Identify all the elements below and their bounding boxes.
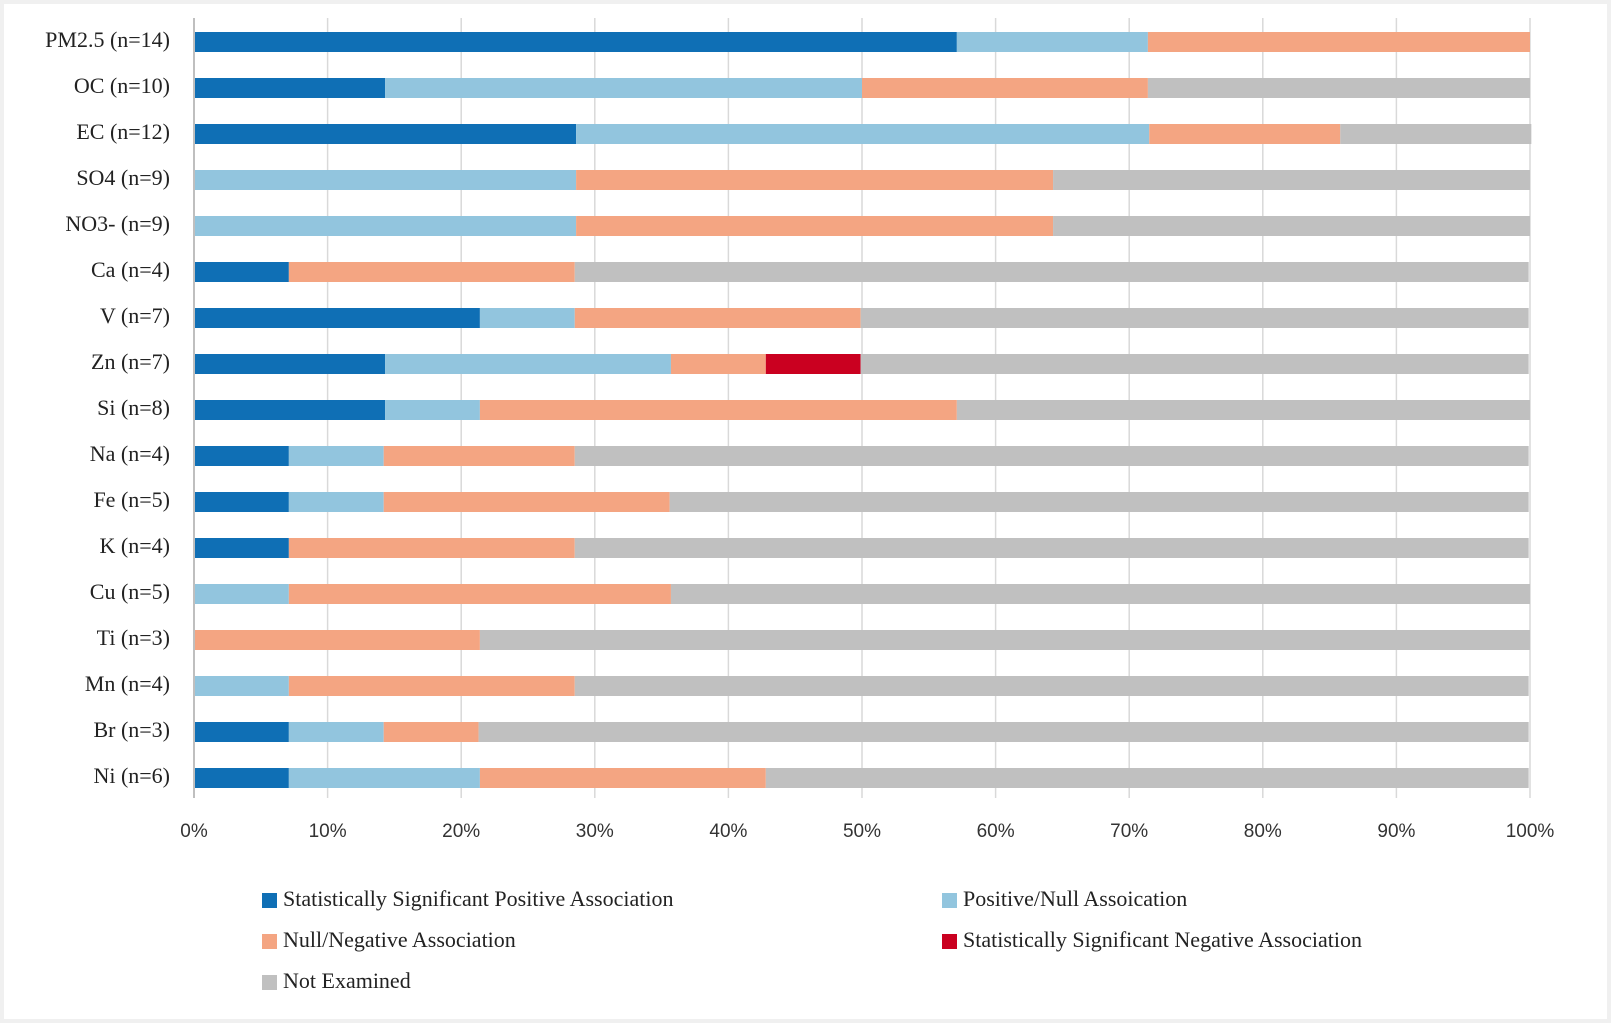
bar-segment <box>479 630 1530 650</box>
y-tick-label: NO3- (n=9) <box>65 211 170 236</box>
bar-segment <box>383 722 479 742</box>
x-tick-label: 20% <box>442 821 480 842</box>
bar-segment <box>288 722 384 742</box>
bar-segment <box>385 78 862 98</box>
bar-segment <box>194 216 577 236</box>
bar-segment <box>288 262 575 282</box>
bar-segment <box>478 722 1529 742</box>
bar-segment <box>194 630 480 650</box>
bar-segment <box>194 722 289 742</box>
bar-segment <box>288 538 575 558</box>
bar-segment <box>1340 124 1532 144</box>
bar-segment <box>956 400 1530 420</box>
y-tick-label: V (n=7) <box>100 303 170 328</box>
bar-segment <box>194 400 386 420</box>
y-tick-label: Br (n=3) <box>93 717 170 742</box>
y-tick-label: K (n=4) <box>100 533 170 558</box>
bar-segment <box>576 170 1054 190</box>
bar-segment <box>383 446 575 466</box>
bar-segment <box>194 170 577 190</box>
legend-swatch <box>262 975 277 990</box>
bar-segment <box>574 538 1529 558</box>
y-tick-label: Zn (n=7) <box>91 349 170 374</box>
x-tick-label: 30% <box>576 821 614 842</box>
bar-segment <box>479 768 766 788</box>
bar-segment <box>385 354 671 374</box>
bar-segment <box>765 768 1529 788</box>
legend-label: Positive/Null Assoication <box>963 886 1187 911</box>
legend-swatch <box>942 893 957 908</box>
bar-segment <box>574 308 861 328</box>
bar-segment <box>670 354 766 374</box>
bar-segment <box>194 584 289 604</box>
y-tick-label: Mn (n=4) <box>85 671 170 696</box>
x-tick-label: 90% <box>1377 821 1415 842</box>
bar-segment <box>194 538 289 558</box>
legend-swatch <box>942 934 957 949</box>
y-tick-label: Fe (n=5) <box>93 487 170 512</box>
y-tick-label: Ti (n=3) <box>97 625 170 650</box>
x-tick-label: 80% <box>1244 821 1282 842</box>
x-tick-label: 10% <box>309 821 347 842</box>
bar-segment <box>669 492 1529 512</box>
bar-segment <box>194 676 289 696</box>
y-tick-label: Ca (n=4) <box>91 257 170 282</box>
bar-segment <box>194 262 289 282</box>
x-tick-label: 70% <box>1110 821 1148 842</box>
bar-segment <box>1147 78 1530 98</box>
bar-segment <box>576 124 1150 144</box>
bar-segment <box>956 32 1148 52</box>
bar-segment <box>1147 32 1530 52</box>
legend-label: Null/Negative Association <box>283 927 516 952</box>
bar-segment <box>288 584 671 604</box>
bar-segment <box>194 492 289 512</box>
y-tick-label: Cu (n=5) <box>90 579 170 604</box>
x-tick-label: 50% <box>843 821 881 842</box>
bar-segment <box>860 354 1529 374</box>
legend-swatch <box>262 893 277 908</box>
y-tick-label: Si (n=8) <box>97 395 170 420</box>
legend-label: Statistically Significant Negative Assoc… <box>963 927 1362 952</box>
bar-segment <box>194 78 386 98</box>
bar-segment <box>574 676 1529 696</box>
bar-segment <box>385 400 480 420</box>
y-tick-label: PM2.5 (n=14) <box>45 27 170 52</box>
x-tick-label: 0% <box>180 821 208 842</box>
bar-segment <box>479 400 957 420</box>
bar-segment <box>194 446 289 466</box>
bar-segment <box>1053 170 1530 190</box>
bar-segment <box>862 78 1148 98</box>
legend-label: Statistically Significant Positive Assoc… <box>283 886 673 911</box>
bar-segment <box>383 492 670 512</box>
legend-label: Not Examined <box>283 968 411 993</box>
x-tick-label: 60% <box>977 821 1015 842</box>
bar-segment <box>194 768 289 788</box>
x-tick-label: 40% <box>709 821 747 842</box>
bar-segment <box>1149 124 1341 144</box>
bar-segment <box>288 492 384 512</box>
legend-swatch <box>262 934 277 949</box>
bar-segment <box>288 768 480 788</box>
bar-segment <box>288 446 384 466</box>
bar-segment <box>1053 216 1530 236</box>
bar-segment <box>194 124 577 144</box>
bar-segment <box>574 446 1529 466</box>
bar-segment <box>765 354 861 374</box>
y-tick-label: SO4 (n=9) <box>76 165 170 190</box>
y-tick-label: Ni (n=6) <box>93 763 170 788</box>
bar-segment <box>670 584 1530 604</box>
bar-segment <box>479 308 575 328</box>
y-tick-label: EC (n=12) <box>76 119 170 144</box>
bar-segment <box>576 216 1054 236</box>
x-tick-label: 100% <box>1506 821 1555 842</box>
y-tick-label: Na (n=4) <box>90 441 170 466</box>
bar-segment <box>574 262 1529 282</box>
bar-segment <box>194 32 957 52</box>
y-tick-label: OC (n=10) <box>74 73 170 98</box>
bar-segment <box>194 354 386 374</box>
bar-segment <box>194 308 480 328</box>
bar-segment <box>288 676 575 696</box>
bar-segment <box>860 308 1529 328</box>
